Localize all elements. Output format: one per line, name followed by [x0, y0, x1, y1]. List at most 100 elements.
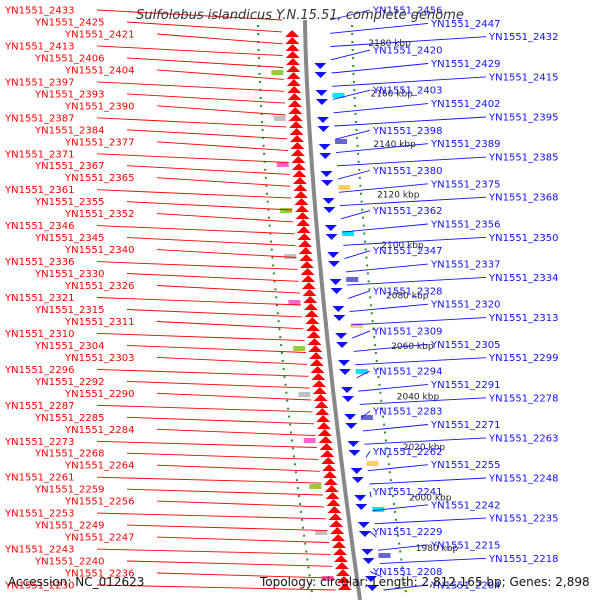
reverse-gene-arrow	[327, 252, 340, 258]
reverse-gene-arrow	[361, 549, 374, 555]
reverse-gene-arrow	[323, 207, 336, 213]
gene-label-leader	[345, 263, 429, 273]
gene-label: YN1551_2309	[372, 326, 443, 337]
reverse-gene-arrow	[366, 585, 379, 591]
gene-label-leader	[96, 548, 331, 555]
forward-gene-arrow	[288, 114, 303, 121]
forward-gene-arrow	[330, 527, 345, 534]
reverse-gene-arrow	[345, 423, 358, 429]
forward-gene-arrow	[333, 548, 348, 555]
gene-label-leader	[330, 36, 487, 47]
kbp-marker: 2100 kbp	[381, 241, 424, 251]
feature-block	[298, 392, 311, 397]
gene-label-leader	[332, 89, 371, 100]
gene-label-leader	[379, 557, 487, 564]
gene-label-leader	[359, 397, 487, 405]
kbp-marker: 2000 kbp	[409, 494, 452, 504]
forward-gene-arrow	[322, 471, 337, 478]
forward-gene-arrow	[309, 352, 324, 359]
gene-label-leader	[126, 57, 284, 68]
gene-label: YN1551_2385	[488, 153, 559, 164]
reverse-gene-arrow	[342, 396, 355, 402]
feature-block	[335, 139, 348, 144]
gene-label-leader	[365, 451, 371, 458]
reverse-gene-arrow	[351, 477, 364, 483]
gene-label: YN1551_2432	[488, 32, 559, 43]
reverse-gene-arrow	[362, 558, 375, 564]
feature-block	[284, 254, 297, 259]
reverse-gene-arrow	[317, 126, 330, 132]
feature-block	[360, 415, 373, 420]
gene-label: YN1551_2242	[430, 500, 501, 511]
kbp-marker: 2020 kbp	[403, 443, 446, 453]
gene-label: YN1551_2256	[64, 497, 135, 508]
reverse-gene-arrow	[339, 369, 352, 375]
gene-label: YN1551_2255	[430, 460, 501, 471]
gene-label-leader	[330, 22, 429, 34]
gene-label: YN1551_2389	[430, 139, 501, 150]
gene-label: YN1551_2247	[64, 533, 135, 544]
gene-label-leader	[156, 285, 300, 294]
gene-label: YN1551_2321	[4, 293, 75, 304]
feature-block	[293, 346, 306, 351]
gene-label-leader	[126, 93, 286, 104]
gene-label-leader	[383, 584, 429, 591]
gene-label: YN1551_2368	[488, 193, 559, 204]
gene-label: YN1551_2305	[430, 340, 501, 351]
gene-label-leader	[156, 464, 320, 472]
gene-label: YN1551_2337	[430, 260, 501, 271]
gene-label: YN1551_2347	[372, 246, 443, 257]
map-title: Sulfolobus islandicus Y.N.15.51, complet…	[136, 8, 464, 23]
gene-label-leader	[96, 153, 289, 163]
gene-label-leader	[96, 9, 283, 21]
genome-backbone	[257, 19, 408, 600]
gene-label: YN1551_2395	[488, 113, 559, 124]
gene-label-leader	[364, 437, 487, 445]
feature-block	[350, 323, 363, 328]
gene-label-leader	[126, 273, 299, 282]
gene-label-leader	[156, 33, 283, 45]
kbp-markers: 2180 kbp 2160 kbp 2140 kbp 2120 kbp 2100 kbp…	[368, 39, 458, 554]
forward-gene-arrow	[316, 422, 331, 429]
gene-label: YN1551_2204	[430, 581, 501, 592]
gene-label-leader	[369, 477, 487, 485]
gene-label-leader	[330, 49, 371, 61]
gene-label-leader	[348, 290, 371, 299]
feature-block	[276, 162, 289, 167]
gene-label: YN1551_2299	[488, 353, 559, 364]
gene-label-leader	[156, 105, 286, 116]
forward-gene-arrow	[312, 380, 327, 387]
gene-label-leader	[96, 81, 285, 92]
reverse-gene-arrow	[320, 171, 333, 177]
gene-label-leader	[126, 380, 310, 389]
gene-label: YN1551_2218	[488, 554, 559, 565]
forward-gene-arrow	[292, 170, 307, 177]
reverse-gene-arrow	[358, 531, 371, 537]
feature-block	[271, 70, 284, 75]
forward-gene-arrow	[304, 310, 319, 317]
forward-gene-arrow	[325, 492, 340, 499]
forward-gene-arrow	[320, 450, 335, 457]
forward-gene-arrow	[308, 345, 323, 352]
forward-gene-arrow	[296, 219, 311, 226]
forward-gene-arrow	[301, 282, 316, 289]
gene-label-leader	[332, 76, 487, 87]
forward-gene-arrow	[302, 289, 317, 296]
gene-label-leader	[96, 584, 336, 591]
reverse-gene-arrow	[315, 99, 328, 105]
gene-label: YN1551_2292	[34, 377, 105, 388]
feature-block	[280, 208, 293, 213]
reverse-gene-arrow	[325, 234, 338, 240]
gene-label-leader	[372, 504, 429, 511]
forward-gene-arrow	[293, 184, 308, 191]
gene-label: YN1551_2263	[488, 433, 559, 444]
gene-label: YN1551_2433	[4, 6, 75, 17]
kbp-marker: 2160 kbp	[370, 90, 413, 100]
forward-gene-arrow	[336, 576, 351, 583]
gene-label-leader	[126, 560, 333, 567]
gene-label: YN1551_2402	[430, 99, 501, 110]
gene-label-leader	[344, 250, 371, 260]
forward-gene-arrow	[318, 436, 333, 443]
forward-gene-arrow	[295, 212, 310, 219]
gene-label-leader	[356, 370, 371, 379]
